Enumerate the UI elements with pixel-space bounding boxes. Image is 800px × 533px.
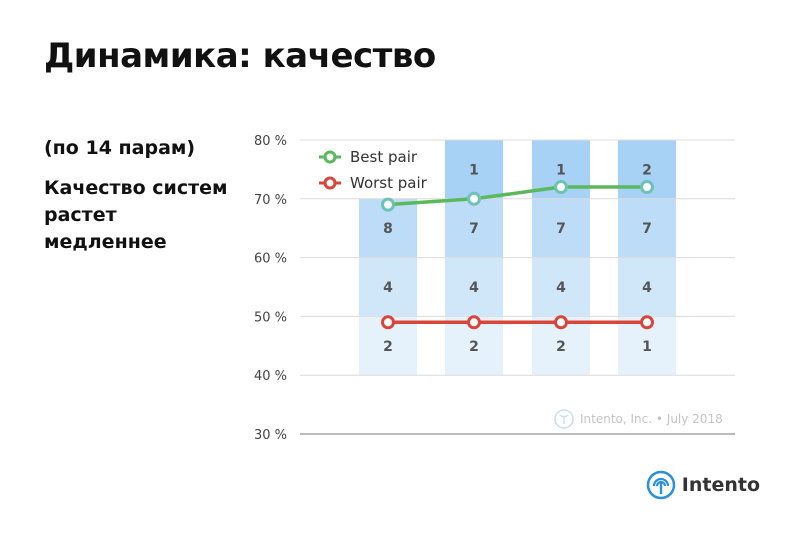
series-point (381, 197, 395, 212)
segment-count-label: 7 (642, 221, 652, 237)
segment-count-label: 7 (469, 221, 479, 237)
bar-segment (445, 140, 503, 199)
note-text: Качество систем растет медленнее (44, 177, 228, 253)
bar-segment (445, 257, 503, 317)
y-tick-label: 50 % (254, 310, 287, 325)
segment-count-label: 1 (469, 162, 479, 178)
bar-segment (445, 198, 503, 258)
series-point (554, 315, 568, 330)
bar-segment (532, 257, 590, 317)
segment-count-label: 4 (556, 280, 566, 296)
segment-count-label: 2 (469, 339, 479, 355)
bar-segment (618, 257, 676, 317)
watermark-icon (554, 409, 574, 429)
legend-marker (323, 176, 337, 190)
y-tick-label: 60 % (254, 252, 287, 267)
segment-count-label: 1 (642, 339, 652, 355)
series-line-0 (387, 185, 647, 207)
segment-count-label: 1 (556, 162, 566, 178)
segment-count-label: 4 (642, 280, 652, 296)
series-point (467, 191, 481, 206)
segment-count-label: 4 (383, 280, 393, 296)
y-tick-label: 80 % (254, 134, 287, 149)
segment-count-label: 2 (383, 339, 393, 355)
y-tick-label: 30 % (254, 428, 287, 443)
logo-text: Intento (681, 474, 760, 496)
legend-marker (323, 150, 337, 164)
subtitle: (по 14 парам) (44, 137, 196, 159)
series-point (554, 180, 568, 195)
segment-count-label: 7 (556, 221, 566, 237)
segment-count-label: 4 (469, 280, 479, 296)
series-point (467, 315, 481, 330)
legend-label: Worst pair (350, 174, 428, 192)
bar-segment (359, 257, 417, 317)
segment-count-label: 8 (383, 221, 393, 237)
y-tick-label: 70 % (254, 193, 287, 208)
segment-labels-layer: 2 2 2 1 4 4 4 4 8 7 7 7 1 1 2 (383, 162, 652, 354)
segment-count-label: 2 (556, 339, 566, 355)
watermark: Intento, Inc. • July 2018 (554, 409, 723, 429)
bar-segment (532, 198, 590, 258)
lines-layer (381, 180, 654, 330)
series-point (640, 180, 654, 195)
watermark-text: Intento, Inc. • July 2018 (580, 412, 723, 426)
segment-count-label: 2 (642, 162, 652, 178)
intento-logo: Intento (646, 470, 760, 500)
series-point (381, 315, 395, 330)
legend: Best pair Worst pair (319, 148, 428, 192)
page-title: Динамика: качество (44, 36, 436, 76)
series-point (640, 315, 654, 330)
legend-label: Best pair (350, 148, 418, 166)
intento-logo-icon (646, 470, 676, 500)
y-tick-label: 40 % (254, 369, 287, 384)
bar-segment (618, 198, 676, 258)
grid-layer: 30 % 40 % 50 % 60 % 70 % 80 % (254, 134, 735, 443)
